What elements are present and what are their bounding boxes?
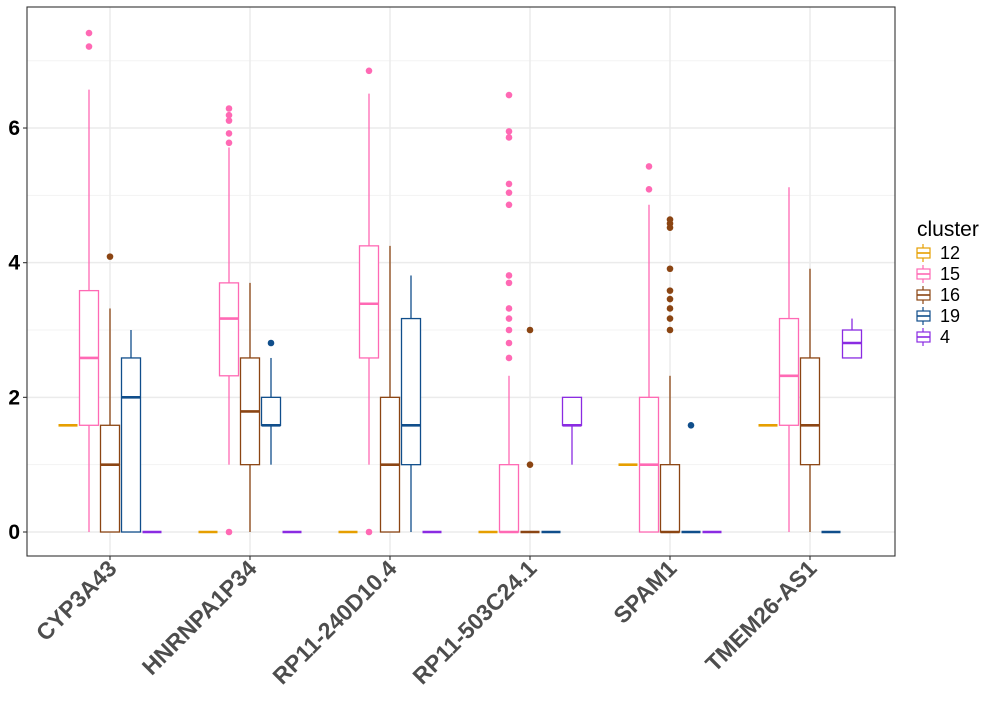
box-19 [120, 330, 142, 533]
boxes [58, 29, 863, 536]
outlier-point [225, 528, 233, 536]
box-body [99, 424, 121, 533]
outlier-point [225, 117, 233, 124]
outlier-point [505, 201, 513, 209]
box-body [218, 282, 240, 377]
y-tick-label: 6 [8, 117, 20, 140]
legend-label: 4 [940, 327, 950, 347]
outlier-point [365, 528, 373, 536]
legend-title: cluster [917, 218, 979, 241]
outlier-point [267, 339, 275, 347]
outlier-point [225, 111, 233, 119]
box-body [778, 317, 800, 426]
outlier-point [666, 287, 674, 294]
legend-item-4: 4 [916, 327, 950, 347]
outlier-point [666, 326, 674, 334]
box-16 [799, 268, 821, 532]
outlier-point [106, 253, 114, 260]
outlier-point [505, 354, 513, 362]
y-tick-label: 0 [8, 521, 20, 544]
legend-item-19: 19 [916, 306, 960, 326]
outlier-point [645, 163, 653, 170]
panel-background [27, 7, 895, 556]
outlier-point [505, 305, 513, 312]
x-tick-label: RP11-240D10.4 [267, 555, 401, 689]
legend-label: 15 [940, 264, 960, 284]
legend-item-15: 15 [916, 264, 960, 284]
outlier-point [687, 421, 695, 429]
legend-label: 16 [940, 285, 960, 305]
box-19 [681, 421, 701, 534]
box-15 [638, 163, 660, 533]
outlier-point [505, 272, 513, 279]
outlier-point [225, 105, 233, 112]
box-16 [239, 282, 261, 532]
box-body [358, 245, 380, 359]
x-tick-label: HNRNPA1P34 [137, 555, 262, 680]
box-body [120, 357, 142, 533]
box-body [659, 464, 681, 533]
box-body [400, 317, 422, 466]
outlier-point [505, 315, 513, 322]
legend-label: 12 [940, 243, 960, 263]
outlier-point [85, 29, 93, 37]
box-15 [218, 105, 240, 536]
x-tick-label: CYP3A43 [31, 555, 122, 646]
grid [27, 7, 895, 556]
y-axis: 0 2 4 6 [8, 117, 27, 544]
box-16 [99, 253, 121, 533]
outlier-point [505, 279, 513, 287]
outlier-point [666, 305, 674, 312]
outlier-point [526, 461, 534, 468]
outlier-point [505, 180, 513, 188]
y-tick-label: 4 [8, 252, 20, 275]
legend-item-16: 16 [916, 285, 960, 305]
box-16 [520, 326, 540, 534]
legend-item-12: 12 [916, 243, 960, 263]
outlier-point [505, 128, 513, 135]
y-tick-label: 2 [8, 386, 20, 409]
outlier-point [505, 326, 513, 334]
outlier-point [225, 139, 233, 147]
box-19 [260, 339, 282, 465]
box-body [561, 396, 583, 426]
box-4 [561, 396, 583, 465]
outlier-point [505, 134, 513, 141]
x-tick-label: SPAM1 [608, 555, 681, 628]
box-body [799, 357, 821, 466]
x-tick-label: TMEM26-AS1 [700, 555, 822, 677]
outlier-point [225, 130, 233, 137]
box-15 [778, 187, 800, 532]
box-4 [841, 318, 863, 359]
box-15 [358, 67, 380, 536]
outlier-point [666, 315, 674, 322]
outlier-point [505, 339, 513, 347]
box-body [260, 396, 282, 426]
box-16 [379, 245, 401, 533]
box-16 [659, 216, 681, 534]
outlier-point [645, 185, 653, 193]
box-15 [498, 91, 520, 534]
x-tick-label: RP11-503C24.1 [407, 555, 541, 689]
outlier-point [85, 43, 93, 50]
x-axis: CYP3A43 HNRNPA1P34 RP11-240D10.4 RP11-503C2… [31, 555, 822, 689]
outlier-point [365, 67, 373, 75]
outlier-point [666, 295, 674, 303]
box-body [498, 464, 520, 533]
legend-label: 19 [940, 306, 960, 326]
outlier-point [505, 91, 513, 99]
outlier-point [666, 265, 674, 273]
outlier-point [666, 216, 674, 223]
box-15 [78, 29, 100, 532]
box-19 [400, 275, 422, 532]
panel-border [26, 6, 896, 557]
outlier-point [526, 326, 534, 334]
outlier-point [505, 189, 513, 196]
